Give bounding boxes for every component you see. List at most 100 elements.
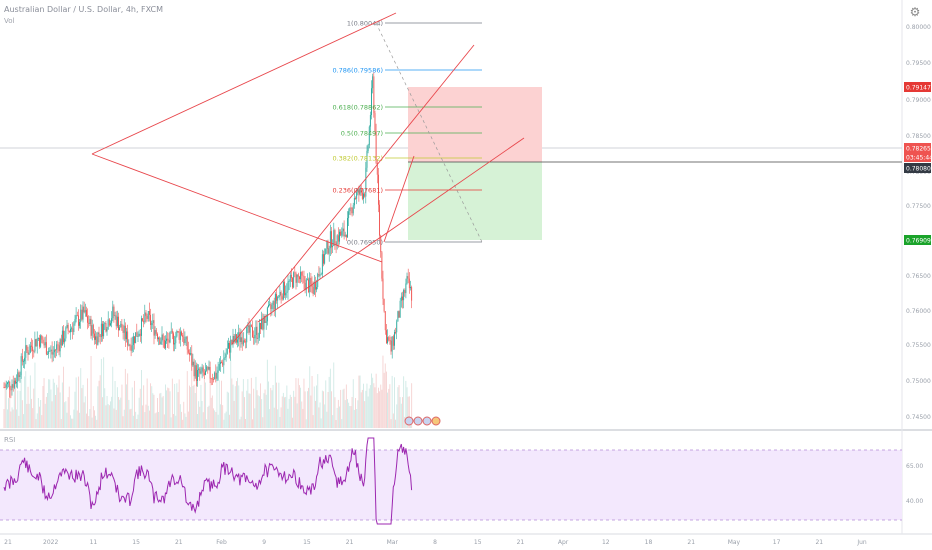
volume-bar (28, 403, 30, 428)
trend-lines[interactable] (91, 12, 525, 345)
volume-bar (177, 392, 179, 428)
candle-body (186, 336, 188, 350)
candle-body (318, 274, 320, 276)
volume-bar (300, 387, 301, 428)
rsi-indicator-label[interactable]: RSI (4, 436, 16, 444)
volume-bar (33, 388, 35, 428)
candle-body (29, 345, 31, 353)
event-flag-icon[interactable] (404, 416, 414, 426)
volume-bar (339, 406, 340, 428)
gear-icon[interactable]: ⚙ (909, 5, 921, 19)
volume-bar (176, 383, 178, 428)
long-position-tool[interactable] (408, 87, 902, 240)
volume-bar (146, 378, 148, 428)
candle-body (28, 352, 30, 355)
event-flag-icon[interactable] (431, 416, 441, 426)
price-axis[interactable]: 0.800000.795000.790000.785000.780000.775… (906, 24, 931, 505)
volume-bar (237, 377, 238, 428)
candle-body (63, 330, 64, 343)
volume-bar (97, 386, 99, 428)
candle-body (382, 278, 384, 299)
candle-body (146, 315, 148, 319)
event-flag-icon[interactable] (422, 416, 432, 426)
volume-bar (81, 388, 83, 428)
volume-bar (35, 419, 37, 428)
candle-body (175, 336, 177, 344)
volume-bar (40, 400, 42, 428)
volume-bar (91, 417, 93, 428)
volume-bar (263, 393, 265, 428)
candle-body (163, 339, 165, 349)
candle-body (191, 353, 193, 366)
time-tick-label: Feb (216, 539, 227, 546)
candle-body (9, 381, 11, 390)
event-flag-icon[interactable] (413, 416, 423, 426)
candle-body (205, 370, 206, 375)
candle-body (183, 336, 185, 343)
volume-bar (264, 389, 266, 428)
candle-body (296, 274, 298, 283)
candle-body (143, 320, 145, 323)
fib-level-label: 0.5(0.78497) (341, 130, 383, 138)
volume-bar (96, 419, 98, 428)
candle-body (86, 310, 87, 317)
candle-body (321, 254, 323, 275)
volume-bar (340, 389, 342, 428)
candle-body (232, 336, 234, 345)
fib-trend-dashed-line[interactable] (375, 22, 483, 243)
candle-body (169, 331, 171, 343)
volume-bar (253, 388, 255, 428)
time-axis[interactable]: 21 2022 11 15 21 Feb 9 15 21 Mar 8 15 21 Apr 12 18 21 May… (4, 539, 867, 546)
fibonacci-retracement[interactable]: 1(0.80044) 0.786(0.79586) 0.618(0.78862) 0.… (332, 20, 483, 247)
volume-bar (282, 392, 284, 428)
candle-body (151, 323, 153, 325)
trend-line[interactable] (91, 153, 383, 263)
candle-body (24, 357, 26, 362)
candle-body (323, 254, 324, 264)
candle-body (381, 252, 383, 279)
volume-bar (98, 380, 100, 428)
take-profit-zone[interactable] (408, 162, 542, 240)
candle-body (289, 274, 291, 282)
volume-bar (365, 390, 367, 428)
volume-bar (168, 388, 170, 428)
trend-line[interactable] (257, 137, 525, 323)
candle-body (18, 372, 20, 377)
volume-bar (403, 376, 405, 428)
trend-line[interactable] (383, 155, 415, 243)
volume-bar (29, 375, 31, 428)
volume-bar (11, 407, 13, 428)
volume-bar (184, 413, 186, 428)
candle-body (53, 349, 55, 353)
volume-bar (408, 396, 410, 428)
volume-bar (99, 375, 101, 428)
volume-bar (205, 382, 206, 428)
volume-bar (214, 410, 216, 428)
volume-bar (266, 359, 268, 428)
economic-events[interactable] (404, 416, 441, 426)
candle-body (403, 290, 405, 301)
volume-bar (119, 399, 121, 428)
candle-body (372, 76, 374, 89)
time-tick-label: 12 (602, 539, 610, 546)
trend-line[interactable] (231, 44, 475, 345)
volume-bar (138, 397, 140, 428)
volume-bar (20, 377, 22, 428)
candle-body (363, 193, 364, 199)
volume-indicator-label[interactable]: Vol (4, 17, 15, 25)
volume-bar (201, 401, 203, 428)
candle-body (359, 187, 361, 195)
volume-bar (65, 401, 67, 428)
symbol-title[interactable]: Australian Dollar / U.S. Dollar, 4h, FXC… (4, 5, 164, 14)
price-tick-label: 0.77500 (906, 203, 931, 210)
candle-body (81, 309, 83, 320)
candle-body (355, 198, 356, 199)
candle-body (177, 331, 179, 332)
time-tick-label: Mar (387, 539, 399, 546)
candle-body (187, 349, 189, 353)
trend-line[interactable] (91, 12, 397, 155)
stop-loss-zone[interactable] (408, 87, 542, 162)
candle-body (92, 325, 94, 334)
volume-bar (199, 406, 201, 428)
